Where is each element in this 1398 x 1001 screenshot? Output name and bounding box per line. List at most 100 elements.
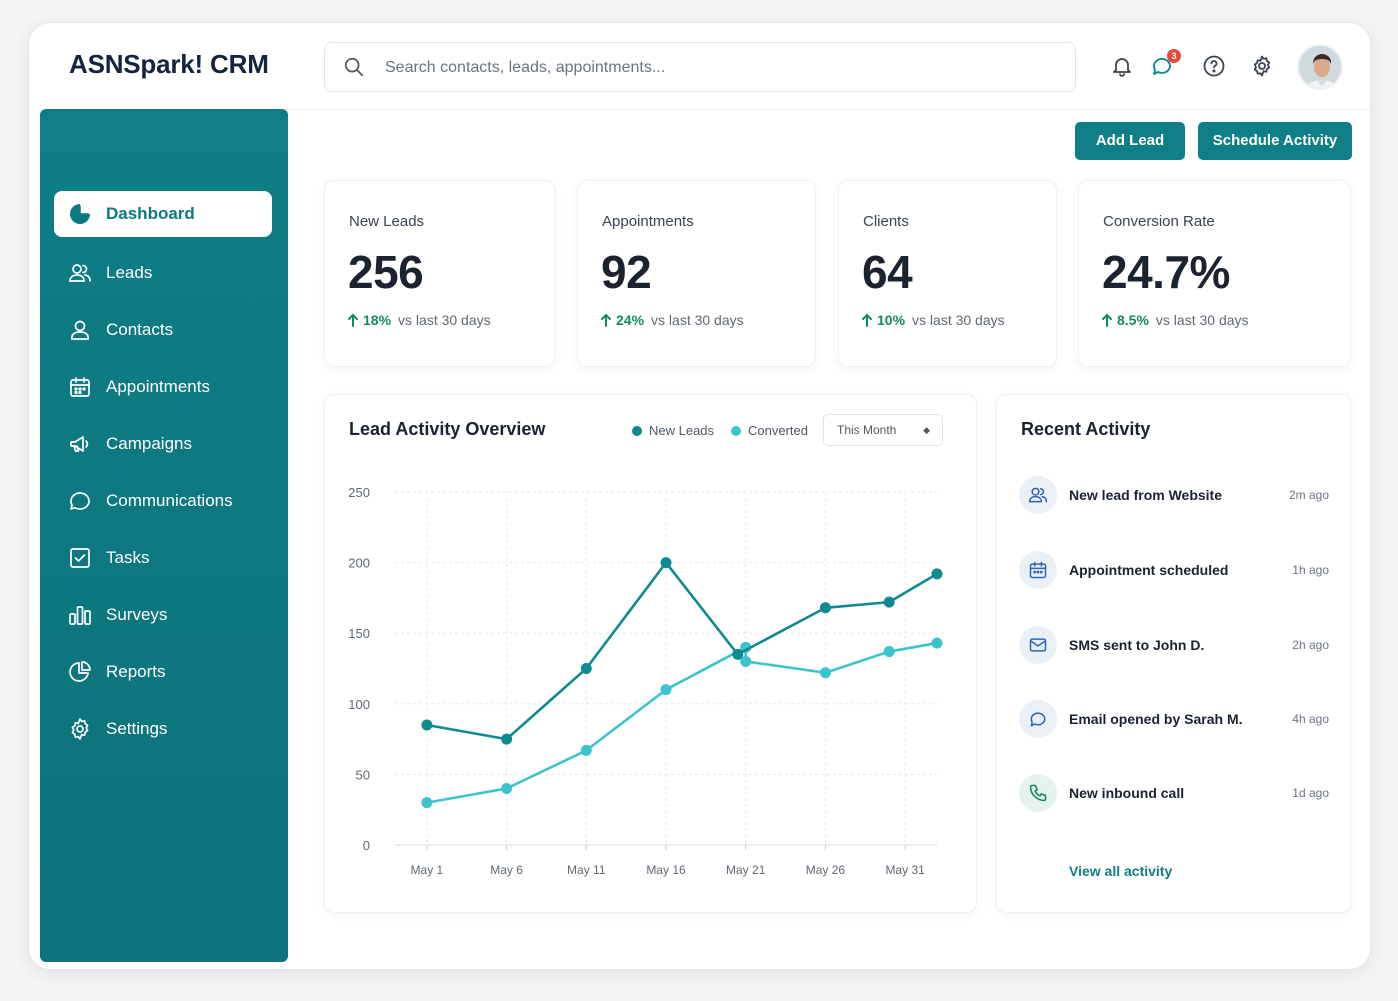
data-point — [501, 783, 513, 795]
search-box[interactable] — [324, 42, 1076, 92]
activity-icon-wrap — [1019, 700, 1057, 738]
search-input[interactable] — [385, 56, 1045, 80]
messages-icon[interactable] — [1150, 54, 1174, 78]
calendar-icon — [1029, 561, 1047, 579]
schedule-activity-button[interactable]: Schedule Activity — [1198, 122, 1352, 160]
kpi-period: vs last 30 days — [912, 312, 1005, 328]
activity-item[interactable]: New inbound call 1d ago — [1019, 774, 1329, 814]
view-all-activity-link[interactable]: View all activity — [1069, 863, 1173, 879]
data-point — [819, 667, 831, 679]
kpi-label: Appointments — [602, 213, 694, 230]
data-point — [740, 655, 752, 667]
sidebar-item-label: Appointments — [106, 377, 210, 396]
activity-item[interactable]: New lead from Website 2m ago — [1019, 476, 1329, 516]
kpi-label: Conversion Rate — [1103, 213, 1215, 230]
sidebar-item-label: Tasks — [106, 548, 150, 567]
activity-text: SMS sent to John D. — [1069, 637, 1205, 653]
kpi-value: 64 — [862, 246, 913, 298]
kpi-period: vs last 30 days — [651, 312, 744, 328]
data-point — [660, 557, 672, 569]
data-point — [580, 663, 592, 674]
sidebar-item-label: Surveys — [106, 605, 168, 624]
kpi-trend: 18% vs last 30 days — [347, 312, 491, 328]
sidebar-item-label: Settings — [106, 719, 168, 738]
x-tick-label: May 26 — [806, 863, 846, 877]
chat-bubble-icon — [70, 492, 90, 510]
sidebar-item-contacts[interactable]: Contacts — [54, 307, 272, 353]
arrow-up-icon — [862, 313, 872, 327]
x-tick-label: May 6 — [490, 863, 523, 877]
chat-bubble-icon — [1030, 712, 1046, 727]
x-tick-label: May 1 — [411, 863, 444, 877]
user-avatar[interactable] — [1297, 44, 1343, 90]
kpi-change: 8.5% — [1117, 312, 1149, 328]
settings-gear-icon[interactable] — [1250, 54, 1274, 78]
app-title: ASNSpark! CRM — [69, 49, 269, 79]
kpi-value: 92 — [601, 246, 652, 298]
arrow-up-icon — [601, 313, 611, 327]
kpi-trend: 24% vs last 30 days — [600, 312, 744, 328]
activity-item[interactable]: SMS sent to John D. 2h ago — [1019, 626, 1329, 666]
kpi-label: Clients — [863, 213, 909, 230]
data-point — [931, 568, 943, 580]
sidebar: Dashboard Leads Contacts Appointments — [40, 109, 288, 962]
pie-chart-icon — [70, 204, 90, 224]
activity-time: 1h ago — [1292, 563, 1329, 577]
avatar-portrait-icon — [1299, 46, 1341, 88]
help-icon[interactable] — [1202, 54, 1226, 78]
kpi-card-conversion-rate: Conversion Rate 24.7% 8.5% vs last 30 da… — [1078, 180, 1351, 367]
legend-label: New Leads — [649, 423, 715, 438]
sidebar-item-leads[interactable]: Leads — [54, 250, 272, 296]
data-point — [931, 637, 943, 649]
sidebar-item-settings[interactable]: Settings — [54, 706, 272, 752]
sidebar-item-appointments[interactable]: Appointments — [54, 364, 272, 410]
sidebar-item-campaigns[interactable]: Campaigns — [54, 421, 272, 467]
kpi-period: vs last 30 days — [398, 312, 491, 328]
kpi-card-clients: Clients 64 10% vs last 30 days — [838, 180, 1057, 367]
range-select-value: This Month — [837, 423, 897, 437]
users-icon — [69, 264, 91, 282]
add-lead-button[interactable]: Add Lead — [1075, 122, 1185, 160]
app-window: ASNSpark! CRM 3 — [28, 22, 1371, 970]
sidebar-item-tasks[interactable]: Tasks — [54, 535, 272, 581]
report-pie-icon — [69, 661, 91, 682]
sidebar-item-communications[interactable]: Communications — [54, 478, 272, 524]
phone-icon — [1029, 784, 1047, 802]
series-line-0 — [426, 561, 938, 741]
activity-item[interactable]: Email opened by Sarah M. 4h ago — [1019, 700, 1329, 740]
megaphone-icon — [70, 436, 89, 452]
kpi-change: 10% — [877, 312, 906, 328]
envelope-icon — [1029, 638, 1047, 652]
kpi-value: 256 — [348, 246, 424, 298]
activity-item[interactable]: Appointment scheduled 1h ago — [1019, 551, 1329, 591]
kpi-trend: 8.5% vs last 30 days — [1101, 312, 1249, 328]
data-point — [421, 797, 433, 809]
sidebar-item-label: Campaigns — [106, 434, 192, 453]
kpi-card-appointments: Appointments 92 24% vs last 30 days — [577, 180, 816, 367]
activity-text: New lead from Website — [1069, 487, 1223, 503]
lead-activity-chart: 0 50 100 150 200 250 May 1 May 6 May 11 May 16 May… — [348, 485, 943, 877]
activity-icon-wrap — [1019, 774, 1057, 812]
activity-time: 1d ago — [1292, 786, 1329, 800]
x-tick-label: May 21 — [726, 863, 766, 877]
legend-swatch — [632, 425, 642, 436]
recent-activity-panel: Recent Activity New lead from Website 2m… — [996, 394, 1351, 913]
activity-icon-wrap — [1019, 626, 1057, 664]
activity-text: Appointment scheduled — [1069, 562, 1229, 578]
sidebar-item-label: Contacts — [106, 320, 174, 339]
sidebar-item-surveys[interactable]: Surveys — [54, 592, 272, 638]
sidebar-item-label: Reports — [106, 662, 166, 681]
sidebar-item-reports[interactable]: Reports — [54, 649, 272, 695]
activity-text: New inbound call — [1069, 785, 1185, 801]
legend-label: Converted — [748, 423, 808, 438]
chart-title: Lead Activity Overview — [349, 419, 546, 439]
data-point — [660, 684, 672, 696]
x-tick-label: May 16 — [646, 863, 686, 877]
kpi-label: New Leads — [349, 213, 425, 230]
range-select[interactable]: This Month ◆ — [823, 414, 943, 446]
bell-icon[interactable] — [1110, 54, 1134, 78]
activity-time: 4h ago — [1292, 712, 1329, 726]
activity-time: 2h ago — [1292, 638, 1329, 652]
y-tick-label: 200 — [348, 556, 370, 571]
sidebar-item-dashboard[interactable]: Dashboard — [54, 191, 272, 237]
